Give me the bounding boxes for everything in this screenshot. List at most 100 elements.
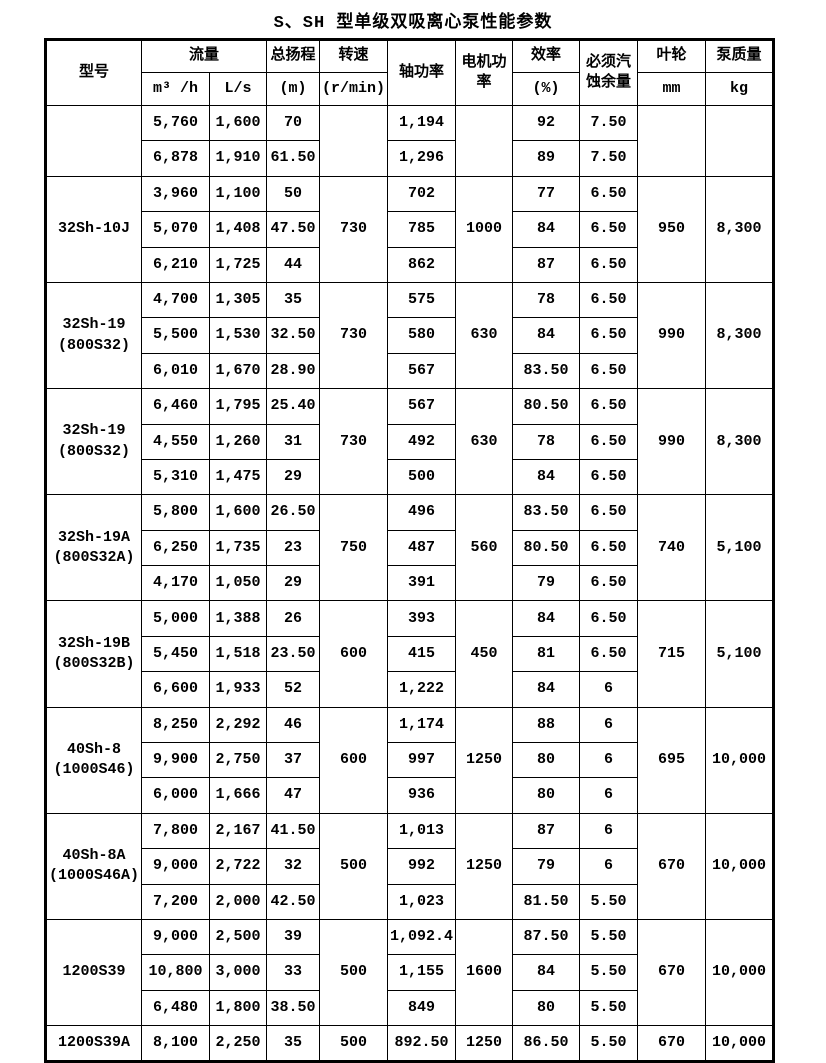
cell-impeller: 950 bbox=[637, 175, 707, 283]
cell-speed: 500 bbox=[319, 812, 389, 920]
cell-shaft-power: 1,296 bbox=[387, 140, 457, 177]
cell-efficiency: 81 bbox=[512, 635, 581, 673]
cell-shaft-power: 415 bbox=[387, 635, 457, 673]
cell-flow-ls: 1,795 bbox=[209, 388, 268, 425]
cell-shaft-power: 575 bbox=[387, 281, 457, 319]
cell-pump-mass bbox=[705, 105, 775, 177]
cell-efficiency: 84 bbox=[512, 954, 581, 991]
pump-performance-table: 型号 流量 总扬程 转速 轴功率 电机功率 效率 必须汽 蚀余量 叶轮 泵质量 m… bbox=[44, 38, 776, 1063]
cell-speed bbox=[319, 105, 389, 177]
table-row: 4,170 1,050 29 391 79 6.50 bbox=[46, 565, 774, 602]
table-row: 5,310 1,475 29 500 84 6.50 bbox=[46, 458, 774, 496]
cell-impeller: 670 bbox=[637, 918, 707, 1027]
cell-flow-ls: 1,475 bbox=[209, 458, 268, 496]
cell-speed: 750 bbox=[319, 494, 389, 602]
motor-power-label-line2: 率 bbox=[476, 74, 492, 91]
cell-shaft-power: 391 bbox=[387, 565, 457, 602]
cell-flow-ls: 2,722 bbox=[209, 848, 268, 885]
cell-motor-power: 630 bbox=[455, 281, 514, 390]
cell-impeller: 740 bbox=[637, 494, 707, 602]
cell-npsh: 6.50 bbox=[579, 317, 639, 354]
table-row: 1200S39A 8,100 2,250 35 500 892.50 1250 86.50 5.… bbox=[44, 1025, 775, 1062]
cell-impeller: 670 bbox=[637, 812, 707, 920]
cell-flow-m3h: 5,500 bbox=[141, 317, 211, 354]
cell-efficiency: 83.50 bbox=[512, 494, 581, 531]
table-row: 6,010 1,670 28.90 567 83.50 6.50 bbox=[46, 352, 774, 390]
cell-total-head: 33 bbox=[266, 954, 321, 991]
header-row-2: m³ /h L/s (m) (r/min) (%) mm kg bbox=[46, 72, 775, 106]
cell-flow-ls: 1,100 bbox=[209, 175, 268, 213]
cell-total-head: 23 bbox=[266, 529, 321, 567]
cell-motor-power: 1250 bbox=[455, 1025, 514, 1062]
cell-total-head: 32.50 bbox=[266, 317, 321, 354]
cell-total-head: 42.50 bbox=[266, 883, 321, 920]
cell-npsh: 6.50 bbox=[579, 565, 639, 602]
cell-efficiency: 80.50 bbox=[512, 529, 581, 567]
cell-efficiency: 84 bbox=[512, 211, 581, 248]
cell-total-head: 70 bbox=[266, 104, 321, 142]
cell-npsh: 6 bbox=[579, 671, 639, 708]
cell-npsh: 6.50 bbox=[579, 246, 639, 283]
col-header-impeller-unit: mm bbox=[637, 72, 707, 106]
cell-model: 32Sh-10J bbox=[44, 175, 143, 283]
table-row: 9,900 2,750 37 997 80 6 bbox=[46, 742, 774, 779]
cell-flow-m3h: 6,600 bbox=[141, 671, 211, 708]
cell-flow-m3h: 6,480 bbox=[141, 989, 211, 1027]
cell-flow-m3h: 4,550 bbox=[141, 423, 211, 460]
cell-npsh: 6.50 bbox=[579, 175, 639, 213]
cell-efficiency: 92 bbox=[512, 104, 581, 142]
cell-total-head: 26.50 bbox=[266, 494, 321, 531]
cell-total-head: 44 bbox=[266, 246, 321, 283]
table-row: 40Sh-8 (1000S46) 8,250 2,292 46 600 1,174 1250 8… bbox=[44, 706, 775, 814]
col-header-mass-unit: kg bbox=[705, 72, 775, 106]
cell-shaft-power: 1,023 bbox=[387, 883, 457, 920]
col-header-flow: 流量 bbox=[141, 39, 268, 73]
cell-model: 32Sh-19 (800S32) bbox=[44, 388, 143, 496]
cell-motor-power: 450 bbox=[455, 600, 514, 708]
cell-efficiency: 88 bbox=[512, 706, 581, 744]
npsh-label-line2: 蚀余量 bbox=[586, 74, 632, 91]
col-header-speed-unit: (r/min) bbox=[319, 72, 389, 106]
col-header-model: 型号 bbox=[44, 39, 143, 106]
cell-model: 1200S39A bbox=[44, 1025, 143, 1062]
cell-speed: 500 bbox=[319, 1025, 389, 1062]
cell-total-head: 23.50 bbox=[266, 635, 321, 673]
cell-pump-mass: 10,000 bbox=[705, 706, 775, 814]
cell-shaft-power: 997 bbox=[387, 742, 457, 779]
cell-pump-mass: 8,300 bbox=[705, 388, 775, 496]
cell-impeller: 695 bbox=[637, 706, 707, 814]
cell-flow-ls: 2,500 bbox=[209, 918, 268, 956]
col-header-motor-power: 电机功率 bbox=[455, 39, 514, 106]
cell-flow-m3h: 6,878 bbox=[141, 140, 211, 177]
cell-flow-m3h: 6,010 bbox=[141, 352, 211, 390]
cell-npsh: 6.50 bbox=[579, 388, 639, 425]
cell-pump-mass: 10,000 bbox=[705, 1025, 775, 1062]
cell-flow-ls: 1,050 bbox=[209, 565, 268, 602]
table-row: 4,550 1,260 31 492 78 6.50 bbox=[46, 423, 774, 460]
cell-npsh: 6.50 bbox=[579, 600, 639, 637]
table-row: 32Sh-10J 3,960 1,100 50 730 702 1000 77 6.50 950 8… bbox=[44, 175, 775, 283]
cell-motor-power: 1600 bbox=[455, 918, 514, 1027]
table-body: 5,760 1,600 70 1,194 92 7.50 6,878 1,910 61.50 1,… bbox=[44, 104, 775, 1062]
cell-flow-m3h: 9,000 bbox=[141, 848, 211, 885]
cell-efficiency: 78 bbox=[512, 281, 581, 319]
cell-shaft-power: 496 bbox=[387, 494, 457, 531]
cell-total-head: 41.50 bbox=[266, 812, 321, 850]
cell-speed: 730 bbox=[319, 281, 389, 390]
cell-model: 40Sh-8A (1000S46A) bbox=[44, 812, 143, 920]
cell-shaft-power: 500 bbox=[387, 458, 457, 496]
cell-shaft-power: 1,013 bbox=[387, 812, 457, 850]
cell-flow-m3h: 5,760 bbox=[141, 104, 211, 142]
cell-total-head: 52 bbox=[266, 671, 321, 708]
cell-efficiency: 81.50 bbox=[512, 883, 581, 920]
cell-shaft-power: 492 bbox=[387, 423, 457, 460]
cell-total-head: 28.90 bbox=[266, 352, 321, 390]
cell-total-head: 61.50 bbox=[266, 140, 321, 177]
cell-flow-m3h: 6,460 bbox=[141, 388, 211, 425]
cell-shaft-power: 1,092.4 bbox=[387, 918, 457, 956]
cell-shaft-power: 567 bbox=[387, 388, 457, 425]
cell-flow-m3h: 9,900 bbox=[141, 742, 211, 779]
col-header-head: 总扬程 bbox=[266, 39, 321, 73]
cell-flow-m3h: 8,250 bbox=[141, 706, 211, 744]
cell-pump-mass: 10,000 bbox=[705, 812, 775, 920]
